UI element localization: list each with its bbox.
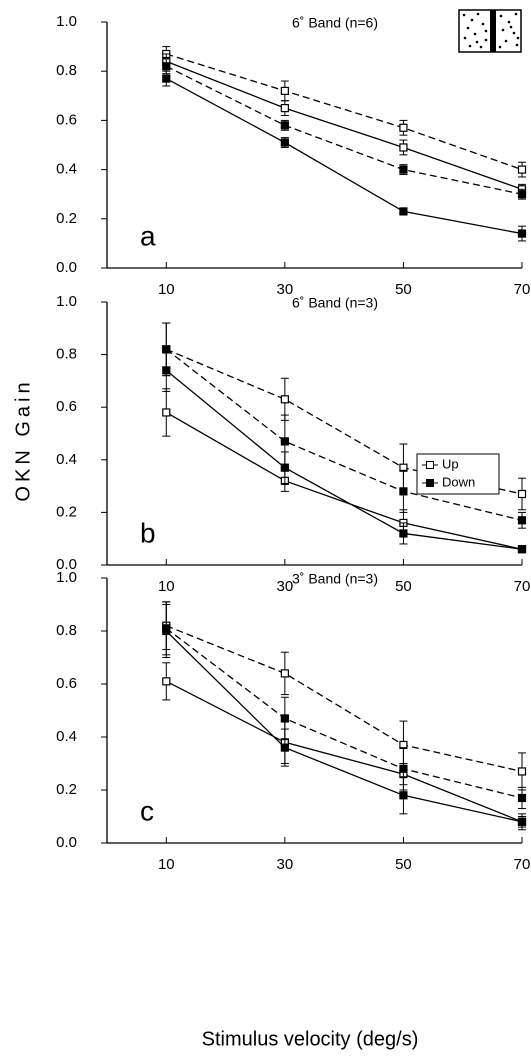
data-point (399, 487, 408, 496)
panel-title: 6˚ Band (n=3) (292, 295, 378, 311)
y-tick-label: 0.4 (56, 451, 77, 468)
y-tick-label: 0.4 (56, 728, 77, 745)
y-tick-label: 0.2 (56, 210, 77, 227)
series-line (166, 53, 523, 171)
legend-box (416, 453, 500, 495)
x-tick-label: 70 (514, 578, 531, 595)
data-point (517, 229, 527, 238)
x-tick-label: 30 (277, 281, 294, 298)
y-tick-label: 0.0 (56, 834, 77, 851)
y-tick-label: 0.0 (56, 259, 77, 276)
y-tick-label: 0.0 (56, 556, 77, 573)
y-tick-label: 0.4 (56, 161, 77, 178)
data-point (280, 86, 289, 95)
x-tick-label: 10 (158, 281, 175, 298)
data-point (399, 791, 408, 800)
series-line (165, 369, 523, 550)
data-point (162, 74, 171, 83)
stimulus-inset (458, 9, 522, 53)
x-tick-label: 10 (158, 856, 175, 873)
data-point (162, 62, 171, 71)
series-line (165, 680, 523, 823)
data-point (399, 143, 408, 152)
data-point (517, 545, 527, 554)
y-tick-label: 0.8 (56, 346, 77, 363)
data-point (162, 366, 171, 375)
x-axis-label: Stimulus velocity (deg/s) (202, 1028, 419, 1050)
data-point (280, 395, 289, 404)
panel-label: b (140, 517, 156, 548)
y-tick-label: 1.0 (56, 293, 77, 310)
data-point (280, 138, 289, 147)
data-point (162, 677, 171, 686)
data-point (280, 437, 289, 446)
series-line (165, 65, 523, 195)
data-point (517, 165, 527, 174)
data-point (517, 190, 527, 199)
data-point (280, 714, 289, 723)
data-point (517, 817, 527, 826)
x-tick-label: 30 (277, 856, 294, 873)
series-line (165, 627, 523, 799)
x-tick-label: 70 (514, 281, 531, 298)
data-point (399, 207, 408, 216)
data-point (280, 743, 289, 752)
y-tick-label: 0.6 (56, 675, 77, 692)
data-point (162, 626, 171, 636)
data-point (399, 123, 408, 132)
data-point (517, 489, 527, 499)
data-point (517, 516, 527, 525)
data-point (399, 764, 408, 773)
panel-label: c (140, 795, 154, 826)
y-tick-label: 0.6 (56, 398, 77, 415)
panel-title: 3˚ Band (n=3) (292, 571, 378, 587)
series-line (165, 411, 523, 550)
y-axis-label: OKN Gain (12, 378, 34, 501)
y-tick-label: 1.0 (56, 13, 77, 30)
legend-marker (426, 461, 434, 469)
data-point (280, 463, 289, 472)
data-point (517, 793, 527, 803)
data-point (399, 165, 408, 174)
data-point (162, 408, 171, 417)
x-tick-label: 50 (395, 856, 412, 873)
panel-label: a (140, 220, 156, 251)
x-tick-label: 50 (395, 578, 412, 595)
panel-title: 6˚ Band (n=6) (292, 15, 378, 31)
legend-label: Up (442, 456, 459, 471)
x-tick-label: 50 (395, 281, 412, 298)
series-line (165, 630, 523, 823)
data-point (280, 103, 289, 113)
legend-marker (426, 479, 434, 487)
x-tick-label: 30 (277, 578, 294, 595)
data-point (517, 767, 527, 776)
series-line (166, 60, 523, 190)
y-tick-label: 0.8 (56, 62, 77, 79)
y-tick-label: 0.8 (56, 622, 77, 639)
x-tick-label: 10 (158, 578, 175, 595)
y-tick-label: 0.2 (56, 503, 77, 520)
y-tick-label: 0.2 (56, 781, 77, 798)
series-line (165, 78, 523, 235)
y-tick-label: 1.0 (56, 569, 77, 586)
series-line (165, 348, 523, 521)
x-tick-label: 70 (514, 856, 531, 873)
data-point (280, 121, 289, 130)
data-point (280, 669, 289, 678)
series-line (166, 625, 523, 773)
y-tick-label: 0.6 (56, 111, 77, 128)
data-point (399, 529, 408, 538)
legend-label: Down (442, 474, 475, 489)
